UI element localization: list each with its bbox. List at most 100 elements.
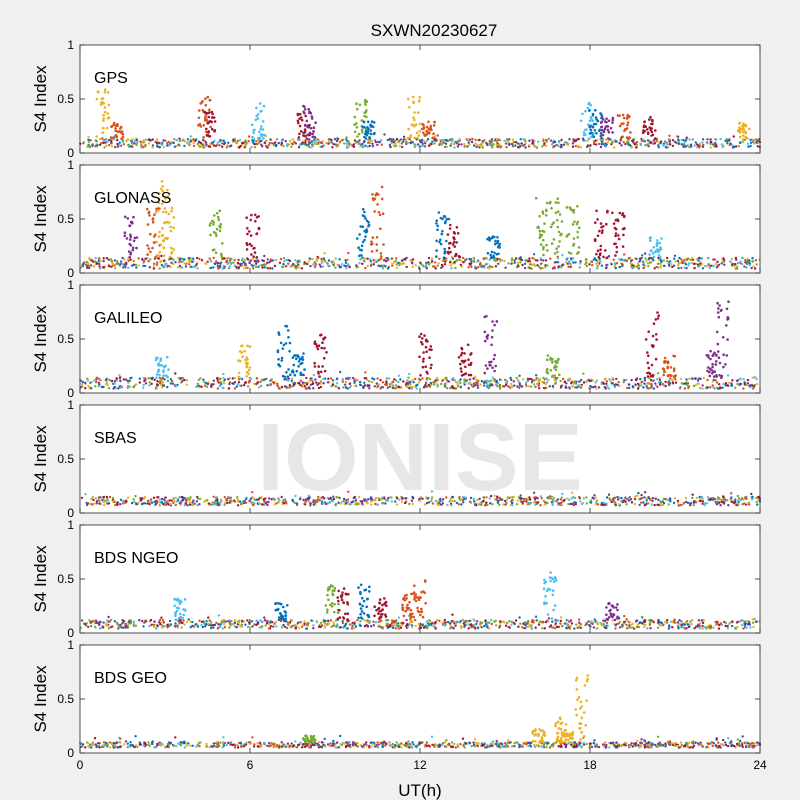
- scatter-point: [185, 141, 189, 145]
- scatter-point: [158, 504, 161, 507]
- scatter-point: [107, 143, 111, 147]
- spike-point: [428, 132, 431, 135]
- scatter-point: [307, 143, 310, 146]
- scatter-point: [401, 140, 405, 143]
- spike-point: [648, 253, 651, 256]
- scatter-point: [227, 141, 230, 144]
- scatter-point: [188, 142, 191, 146]
- scatter-point: [647, 382, 650, 385]
- scatter-point: [438, 257, 441, 260]
- scatter-point: [748, 259, 751, 262]
- scatter-point: [98, 500, 101, 503]
- scatter-point: [255, 140, 258, 143]
- scatter-point: [499, 379, 503, 382]
- spike-point: [467, 373, 471, 377]
- spike-point: [725, 307, 729, 311]
- scatter-point: [263, 254, 266, 258]
- scatter-point: [674, 378, 677, 381]
- spike-point: [259, 110, 262, 113]
- spike-point: [148, 214, 151, 217]
- scatter-point: [126, 386, 129, 389]
- scatter-point: [405, 379, 409, 382]
- scatter-point: [240, 384, 243, 387]
- spike-point: [167, 221, 171, 224]
- scatter-point: [634, 378, 638, 382]
- spike-point: [161, 227, 164, 230]
- spike-point: [551, 360, 554, 364]
- scatter-point: [143, 260, 146, 263]
- scatter-point: [676, 259, 680, 263]
- spike-point: [546, 354, 550, 357]
- scatter-point: [98, 137, 102, 141]
- scatter-point: [102, 141, 105, 144]
- scatter-point: [322, 144, 326, 147]
- scatter-point: [656, 385, 659, 389]
- scatter-point: [222, 376, 225, 380]
- scatter-point: [519, 256, 522, 259]
- spike-point: [544, 214, 548, 217]
- scatter-point: [152, 265, 156, 268]
- scatter-point: [467, 141, 470, 144]
- scatter-point: [322, 259, 325, 262]
- scatter-point: [723, 501, 726, 504]
- scatter-point: [402, 380, 405, 383]
- spike-point: [365, 231, 368, 234]
- scatter-point: [607, 255, 611, 258]
- scatter-point: [600, 501, 604, 505]
- spike-point: [301, 355, 304, 359]
- spike-point: [623, 214, 626, 218]
- scatter-point: [388, 139, 392, 142]
- spike-point: [489, 253, 493, 257]
- spike-point: [557, 245, 560, 248]
- spike-point: [437, 211, 441, 214]
- scatter-point: [192, 265, 196, 268]
- scatter-point: [613, 384, 616, 387]
- scatter-point: [709, 386, 712, 389]
- scatter-point: [524, 259, 527, 262]
- spike-point: [364, 129, 368, 133]
- scatter-point: [605, 263, 608, 267]
- scatter-point: [155, 142, 159, 145]
- scatter-point: [191, 503, 194, 507]
- scatter-point: [510, 259, 514, 262]
- spike-point: [443, 247, 447, 251]
- scatter-point: [102, 498, 105, 501]
- spike-point: [316, 347, 320, 351]
- scatter-point: [390, 142, 393, 145]
- scatter-point: [475, 145, 478, 149]
- scatter-point: [263, 141, 266, 145]
- spike-point: [286, 329, 290, 332]
- spike-point: [358, 233, 362, 236]
- spike-point: [314, 121, 317, 124]
- scatter-point: [690, 256, 694, 260]
- spike-point: [287, 368, 290, 371]
- scatter-point: [157, 496, 160, 499]
- spike-point: [201, 100, 204, 103]
- scatter-point: [669, 377, 672, 380]
- scatter-point: [517, 265, 520, 268]
- scatter-point: [334, 257, 337, 260]
- scatter-point: [610, 263, 613, 266]
- scatter-point: [169, 382, 173, 385]
- scatter-point: [582, 381, 586, 384]
- scatter-point: [321, 145, 324, 148]
- spike-point: [595, 209, 598, 213]
- scatter-point: [745, 265, 748, 269]
- spike-point: [441, 217, 444, 221]
- spike-point: [289, 373, 292, 377]
- scatter-point: [304, 143, 308, 146]
- scatter-point: [695, 146, 699, 149]
- scatter-point: [683, 261, 686, 264]
- scatter-point: [198, 497, 202, 500]
- scatter-point: [183, 496, 186, 500]
- scatter-point: [623, 253, 626, 256]
- spike-point: [415, 131, 419, 135]
- scatter-point: [600, 140, 603, 143]
- scatter-point: [265, 139, 268, 143]
- scatter-point: [219, 377, 222, 380]
- spike-point: [614, 254, 617, 257]
- scatter-point: [132, 385, 135, 389]
- scatter-point: [169, 378, 173, 381]
- spike-point: [210, 116, 214, 119]
- scatter-point: [187, 260, 190, 263]
